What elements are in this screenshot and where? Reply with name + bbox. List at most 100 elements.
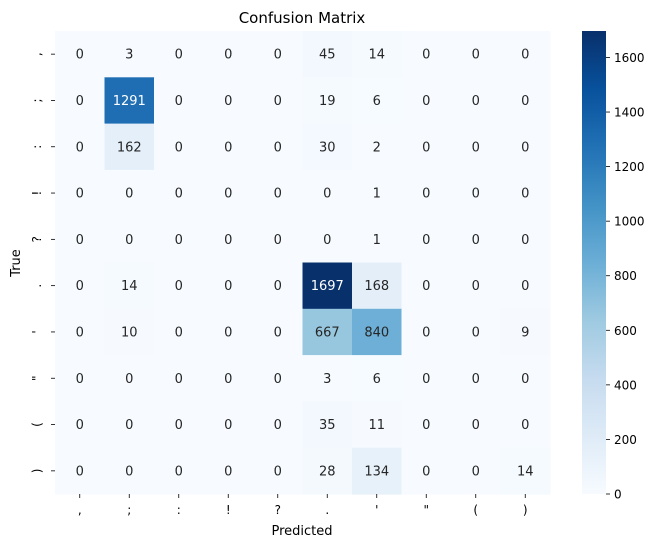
cell-value-label: 0 — [76, 94, 84, 109]
heatmap-cell — [203, 77, 254, 125]
heatmap-cell — [352, 308, 403, 356]
cell-value-label: 14 — [517, 464, 534, 479]
cell-value-label: 1 — [373, 187, 381, 202]
cell-value-label: 0 — [472, 325, 480, 340]
cell-value-label: 0 — [76, 418, 84, 433]
cell-value-label: 0 — [274, 48, 282, 63]
cell-value-label: 0 — [175, 94, 183, 109]
heatmap-cell — [401, 262, 452, 310]
heatmap-cell — [451, 401, 502, 449]
heatmap-cell — [104, 308, 155, 356]
heatmap-cell — [253, 216, 304, 264]
cell-value-label: 0 — [76, 187, 84, 202]
y-tick-label: . — [30, 284, 44, 288]
heatmap-cell — [55, 77, 106, 125]
cell-value-label: 0 — [175, 233, 183, 248]
cell-value-label: 0 — [521, 233, 529, 248]
cell-value-label: 0 — [175, 140, 183, 155]
heatmap-cell — [104, 216, 155, 264]
heatmap-cell — [500, 77, 551, 125]
cell-value-label: 0 — [125, 464, 133, 479]
heatmap-cell — [451, 216, 502, 264]
heatmap-cell — [401, 401, 452, 449]
cell-value-label: 0 — [175, 372, 183, 387]
heatmap-cell — [154, 401, 205, 449]
cell-value-label: 0 — [521, 48, 529, 63]
cell-value-label: 0 — [472, 140, 480, 155]
cell-value-label: 0 — [323, 233, 331, 248]
cell-value-label: 0 — [521, 140, 529, 155]
heatmap-cell — [55, 401, 106, 449]
heatmap-cell — [203, 355, 254, 402]
cell-value-label: 0 — [472, 187, 480, 202]
cell-value-label: 0 — [472, 48, 480, 63]
cell-value-label: 0 — [422, 140, 430, 155]
heatmap-cell — [203, 31, 254, 78]
cell-value-label: 0 — [125, 418, 133, 433]
cell-value-label: 0 — [521, 418, 529, 433]
colorbar-tick-label: 0 — [614, 488, 622, 502]
cell-value-label: 0 — [274, 140, 282, 155]
heatmap-cell — [302, 77, 353, 125]
cell-value-label: 30 — [319, 140, 336, 155]
cell-value-label: 0 — [422, 325, 430, 340]
heatmap-cell — [55, 447, 106, 495]
cell-value-label: 0 — [76, 325, 84, 340]
colorbar-tick-label: 1200 — [614, 160, 645, 174]
cell-value-label: 0 — [76, 464, 84, 479]
heatmap-cell — [154, 31, 205, 78]
cell-value-label: 1291 — [113, 94, 146, 109]
cell-value-label: 0 — [175, 279, 183, 294]
x-tick-label: ( — [473, 503, 478, 517]
cell-value-label: 0 — [274, 372, 282, 387]
heatmap-cell — [451, 308, 502, 356]
x-tick-label: ? — [275, 503, 281, 517]
cell-value-label: 9 — [521, 325, 529, 340]
heatmap-cell — [352, 216, 403, 264]
heatmap-cell — [55, 169, 106, 217]
heatmap-cell — [352, 262, 403, 310]
heatmap-cells — [55, 31, 551, 495]
heatmap-cell — [154, 77, 205, 125]
heatmap-cell — [352, 31, 403, 78]
cell-value-label: 14 — [121, 279, 138, 294]
heatmap-cell — [302, 447, 353, 495]
cell-value-label: 0 — [224, 464, 232, 479]
x-axis-ticks: ,;:!?. ' " () — [78, 494, 528, 517]
heatmap-cell — [203, 169, 254, 217]
heatmap-cell — [253, 401, 304, 449]
heatmap-cell — [55, 355, 106, 402]
heatmap-cell — [401, 355, 452, 402]
cell-value-label: 0 — [274, 187, 282, 202]
heatmap-cell — [451, 31, 502, 78]
cell-value-label: 0 — [224, 325, 232, 340]
heatmap-cell — [451, 123, 502, 171]
heatmap-cell — [253, 123, 304, 171]
heatmap-cell — [500, 169, 551, 217]
heatmap-cell — [451, 169, 502, 217]
cell-value-label: 0 — [422, 187, 430, 202]
cell-value-label: 0 — [422, 372, 430, 387]
cell-value-label: 6 — [373, 372, 381, 387]
heatmap-cell — [104, 401, 155, 449]
cell-value-label: 35 — [319, 418, 336, 433]
cell-value-label: 0 — [472, 464, 480, 479]
heatmap-cell — [500, 308, 551, 356]
y-tick-label: ' — [30, 330, 44, 333]
cell-value-label: 0 — [274, 325, 282, 340]
heatmap-cell — [302, 169, 353, 217]
heatmap-cell — [203, 308, 254, 356]
cell-value-label: 0 — [422, 94, 430, 109]
heatmap-cell — [500, 355, 551, 402]
cell-value-label: 45 — [319, 48, 336, 63]
heatmap-cell — [352, 401, 403, 449]
heatmap-cell — [104, 447, 155, 495]
cell-value-label: 0 — [422, 48, 430, 63]
heatmap-cell — [154, 447, 205, 495]
cell-value-label: 3 — [323, 372, 331, 387]
cell-value-label: 0 — [125, 233, 133, 248]
heatmap-cell — [451, 447, 502, 495]
colorbar-tick-label: 1600 — [614, 51, 645, 65]
cell-value-label: 11 — [368, 418, 385, 433]
cell-value-label: 0 — [224, 233, 232, 248]
